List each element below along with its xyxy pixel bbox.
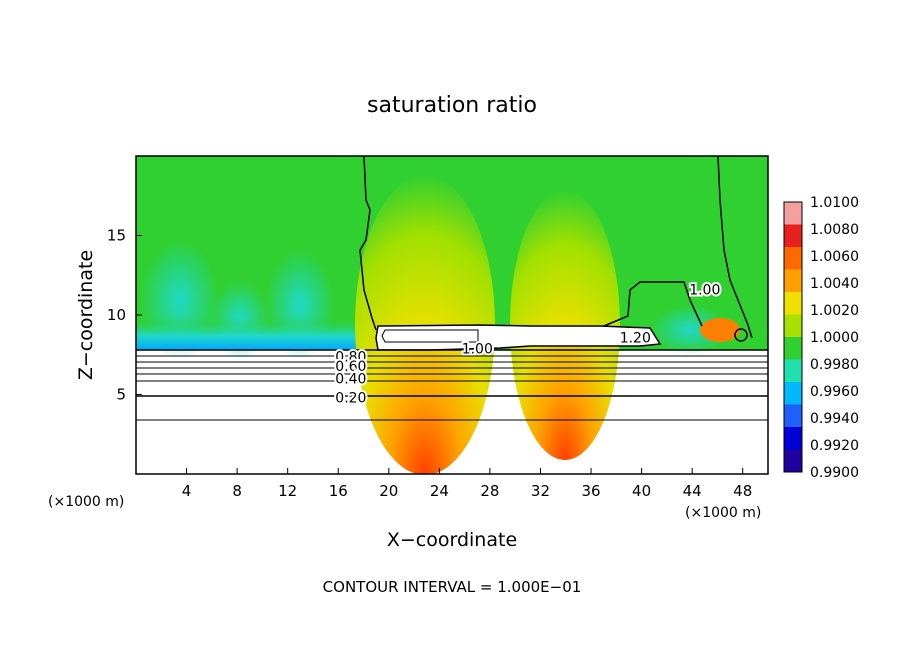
cloud-outline bbox=[375, 324, 662, 351]
colorbar-swatch bbox=[784, 337, 802, 360]
y-tick-label: 5 bbox=[116, 386, 126, 404]
colorbar-swatch bbox=[784, 292, 802, 315]
x-tick-label: 20 bbox=[379, 482, 398, 500]
cloud-inner-outline bbox=[381, 329, 479, 343]
y-tick-label: 10 bbox=[107, 306, 126, 324]
x-tick-label: 48 bbox=[733, 482, 752, 500]
colorbar-level-label: 0.9900 bbox=[810, 465, 859, 481]
field-cyan-patch bbox=[650, 305, 730, 355]
colorbar-level-label: 0.9960 bbox=[810, 384, 859, 400]
x-tick-label: 36 bbox=[581, 482, 600, 500]
contour-label: 1.20 bbox=[620, 330, 651, 346]
colorbar-swatch bbox=[784, 359, 802, 383]
colorbar-level-label: 1.0060 bbox=[810, 249, 859, 265]
x-tick-label: 44 bbox=[683, 482, 702, 500]
contour-label: 1.00 bbox=[689, 283, 720, 299]
colorbar: 1.0100 1.0080 1.0060 1.0040 1.0020 1.0000 0.99… bbox=[783, 195, 859, 481]
contour-lines bbox=[136, 349, 768, 421]
colorbar-level-label: 0.9940 bbox=[810, 411, 859, 427]
x-tick-label: 12 bbox=[278, 482, 297, 500]
small-contour-ring bbox=[734, 328, 748, 342]
colorbar-level-label: 1.0080 bbox=[810, 222, 859, 238]
colorbar-level-label: 1.0100 bbox=[810, 195, 859, 211]
colorbar-frame bbox=[783, 201, 803, 473]
colorbar-swatch bbox=[784, 449, 802, 473]
contour-label: 1.00 bbox=[462, 341, 493, 357]
x-tick-label: 4 bbox=[182, 482, 192, 500]
x-tick-label: 8 bbox=[232, 482, 242, 500]
colorbar-swatch bbox=[784, 382, 802, 405]
field-warm-patch bbox=[700, 318, 740, 342]
plot-area bbox=[136, 156, 768, 474]
colorbar-swatch bbox=[784, 404, 802, 428]
colorbar-level-label: 1.0040 bbox=[810, 276, 859, 292]
contour-label: 0.60 bbox=[335, 359, 366, 375]
contour-label: 0.80 bbox=[335, 349, 366, 365]
x-tick-label: 24 bbox=[430, 482, 449, 500]
contour-right-boundary bbox=[717, 155, 753, 339]
colorbar-swatch bbox=[784, 202, 802, 225]
field-floor-band bbox=[136, 318, 376, 350]
chart-title: saturation ratio bbox=[367, 93, 537, 118]
colorbar-swatch bbox=[784, 247, 802, 270]
colorbar-swatch bbox=[784, 269, 802, 293]
colorbar-swatch bbox=[784, 314, 802, 338]
x-axis-label: X−coordinate bbox=[387, 529, 517, 551]
colorbar-level-label: 0.9980 bbox=[810, 357, 859, 373]
colorbar-level-label: 1.0020 bbox=[810, 303, 859, 319]
colorbar-swatch bbox=[784, 427, 802, 450]
x-tick-label: 32 bbox=[531, 482, 550, 500]
field-warm-patch bbox=[510, 190, 620, 460]
contour-label: 0.40 bbox=[335, 372, 366, 388]
colorbar-level-label: 1.0000 bbox=[810, 330, 859, 346]
x-unit-right: (×1000 m) bbox=[685, 505, 761, 521]
colorbar-level-label: 0.9920 bbox=[810, 438, 859, 454]
x-tick-label: 16 bbox=[329, 482, 348, 500]
y-tick-label: 15 bbox=[107, 227, 126, 245]
colorbar-swatch bbox=[784, 224, 802, 248]
contour-interval-note: CONTOUR INTERVAL = 1.000E−01 bbox=[323, 578, 582, 596]
x-tick-label: 28 bbox=[480, 482, 499, 500]
x-unit-left: (×1000 m) bbox=[48, 494, 124, 510]
contour-label: 0.20 bbox=[335, 391, 366, 407]
contour-labels: 1.00 1.00 1.20 0.800.600.40 0.20 bbox=[333, 281, 722, 409]
contour-right-loop bbox=[603, 281, 703, 327]
contour-left-boundary bbox=[359, 155, 377, 331]
x-tick-label: 40 bbox=[632, 482, 651, 500]
y-axis-label: Z−coordinate bbox=[75, 250, 97, 380]
field-warm-patch bbox=[355, 175, 495, 474]
